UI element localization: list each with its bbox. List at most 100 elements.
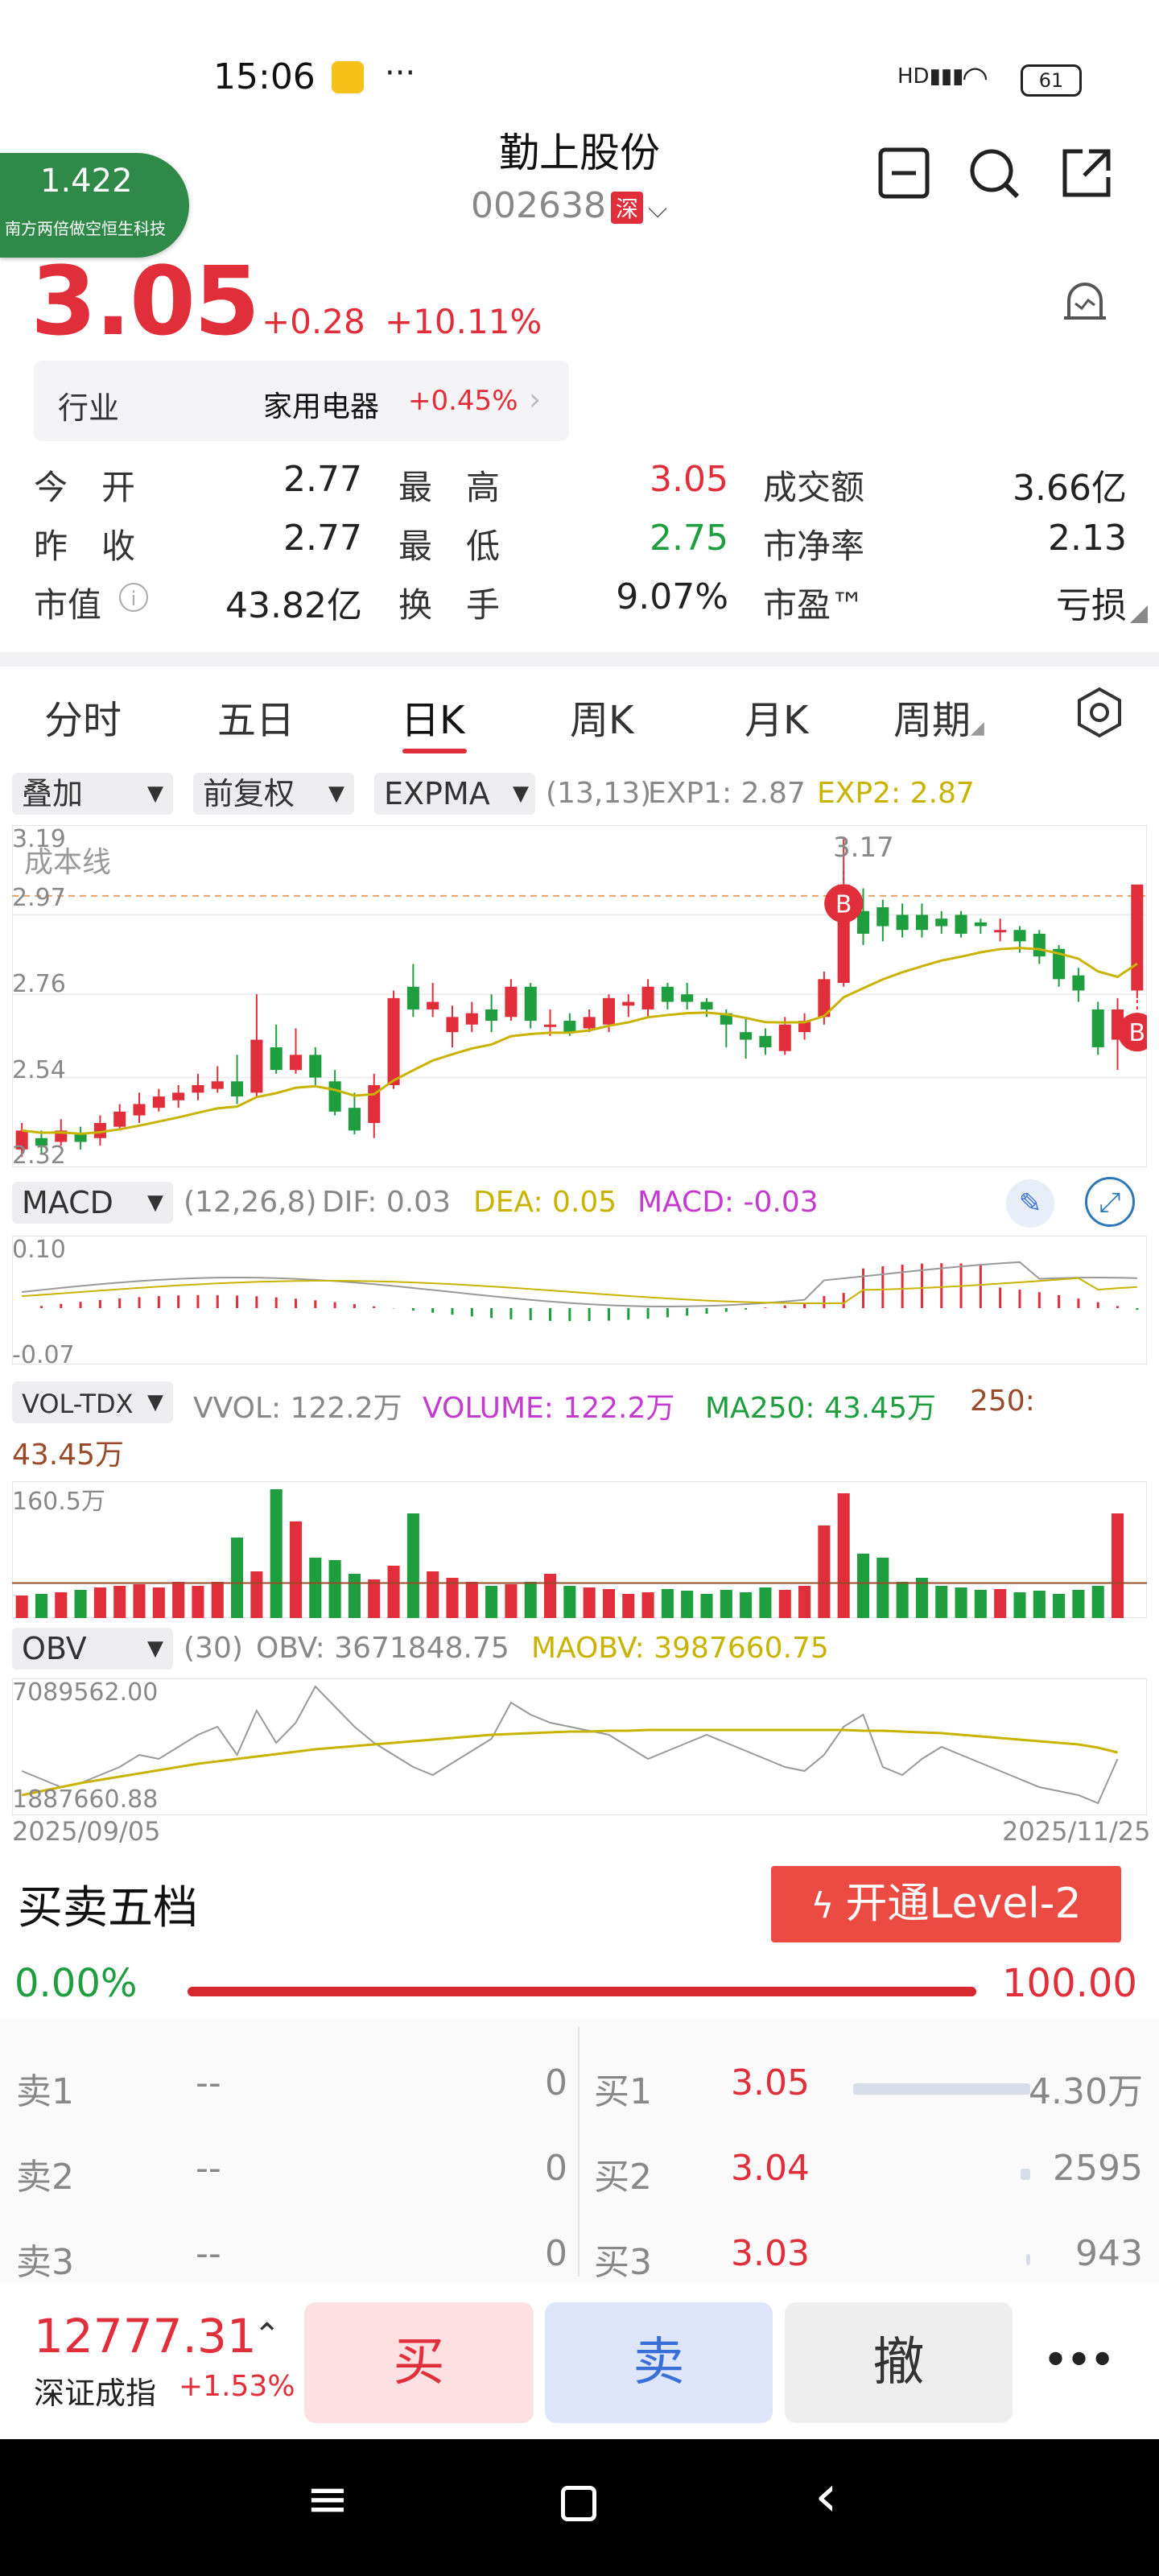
obv-params: (30) (184, 1632, 243, 1665)
candle-body (113, 1111, 126, 1127)
page-title: 勤上股份 (499, 130, 660, 176)
alert-bell-icon[interactable] (1053, 270, 1117, 334)
signal-icon: HD▮▮▮ (897, 64, 964, 89)
quote-label: 换 手 (398, 585, 501, 625)
indicator-dropdown[interactable]: EXPMA ▼ (374, 773, 535, 815)
ratio-right: 100.00 (1002, 1961, 1137, 2006)
settings-icon[interactable] (1073, 686, 1126, 739)
buy-level-label: 买2 (594, 2157, 652, 2198)
volume-chart[interactable] (12, 1481, 1147, 1618)
tab-monthly-k[interactable]: 月K (744, 698, 809, 743)
sell-level-volume: 0 (545, 2233, 567, 2274)
stock-code[interactable]: 002638 深 ⌵ (471, 185, 667, 226)
level2-label: 开通Level-2 (845, 1880, 1082, 1928)
cancel-button[interactable]: 撤 (785, 2302, 1013, 2423)
overlay-label: 叠加 (22, 776, 84, 811)
candle-body (133, 1104, 146, 1116)
index-value[interactable]: 12777.31 (34, 2309, 257, 2363)
candle-body (35, 1137, 48, 1146)
y-tick: 3.19 (12, 825, 66, 853)
volume-bar (602, 1589, 616, 1618)
share-icon[interactable] (1058, 145, 1115, 201)
volume-bar (172, 1582, 185, 1618)
notification-icon (332, 61, 364, 93)
volume-bar (211, 1582, 224, 1618)
candlestick-chart[interactable]: BB (12, 825, 1147, 1167)
sell-level-volume: 0 (545, 2062, 567, 2103)
chevron-up-icon[interactable]: ⌃ (254, 2317, 281, 2354)
volume-bar (250, 1571, 263, 1618)
candle-body (583, 1017, 596, 1029)
volume-bar (700, 1594, 713, 1618)
candle-body (700, 1001, 713, 1009)
volume-bar (231, 1538, 244, 1618)
active-tab-indicator (402, 749, 467, 753)
volume-bar (955, 1587, 967, 1618)
level2-button[interactable]: ϟ 开通Level-2 (771, 1866, 1121, 1942)
status-bar: 15:06 ··· HD▮▮▮ ◠ 61 (0, 0, 1159, 121)
vol-dropdown[interactable]: VOL-TDX ▼ (12, 1381, 173, 1423)
date-end: 2025/11/25 (1002, 1816, 1151, 1847)
candle-body (406, 986, 419, 1009)
quote-value: 3.66亿 (1013, 468, 1127, 509)
home-icon[interactable] (561, 2486, 596, 2521)
candle-body (15, 1130, 28, 1150)
price-change-pct: +10.11% (385, 302, 542, 341)
candle-body (309, 1055, 322, 1078)
search-icon[interactable] (966, 145, 1022, 201)
ratio-left: 0.00% (14, 1961, 138, 2006)
dropdown-arrow-icon: ▼ (147, 782, 163, 806)
minus-box-icon[interactable] (876, 145, 932, 201)
expand-icon[interactable]: ⤢ (1085, 1177, 1135, 1227)
back-nav-icon[interactable]: ‹ (815, 2462, 838, 2529)
dropdown-arrow-icon: ▼ (513, 782, 529, 806)
tab-period[interactable]: 周期◢ (893, 688, 984, 745)
volume-bar (55, 1592, 68, 1618)
tab-five-day[interactable]: 五日 (217, 698, 295, 743)
buy-level-label: 买3 (594, 2242, 652, 2283)
obv-value: OBV: 3671848.75 (256, 1632, 509, 1665)
stock-code-text: 002638 (471, 185, 606, 226)
buy-button[interactable]: 买 (304, 2302, 534, 2423)
buy-level-volume: 943 (1075, 2233, 1143, 2274)
adjust-dropdown[interactable]: 前复权 ▼ (193, 773, 354, 815)
sell-button[interactable]: 卖 (545, 2302, 773, 2423)
obv-dropdown[interactable]: OBV ▼ (12, 1628, 173, 1670)
volume-bar (837, 1493, 850, 1618)
tab-intraday[interactable]: 分时 (44, 698, 122, 743)
maobv-value: MAOBV: 3987660.75 (531, 1632, 829, 1665)
menu-icon[interactable]: ≡ (306, 2470, 349, 2529)
candle-body (505, 986, 518, 1018)
macd-chart[interactable] (12, 1236, 1147, 1364)
volume-bar (915, 1578, 928, 1618)
system-nav-bar: ≡ ‹ (0, 2439, 1159, 2576)
y-tick: 2.32 (12, 1141, 66, 1170)
volume-bar (309, 1558, 322, 1618)
vol-top: 160.5万 (12, 1488, 105, 1516)
info-icon[interactable]: i (119, 583, 148, 612)
volume-bar (563, 1586, 576, 1618)
tab-period-label: 周期 (893, 698, 971, 743)
overlay-dropdown[interactable]: 叠加 ▼ (12, 773, 173, 815)
candle-body (74, 1134, 87, 1142)
obv-chart[interactable] (12, 1678, 1147, 1815)
more-icon[interactable]: ••• (1042, 2334, 1116, 2387)
edit-pencil-icon[interactable]: ✎ (1006, 1179, 1054, 1228)
volume-bar (896, 1582, 909, 1618)
quote-label: 市值 (34, 585, 102, 625)
y-tick: 2.97 (12, 884, 66, 912)
volume-bar (524, 1582, 537, 1618)
industry-label: 行业 (58, 390, 120, 426)
quote-value: 2.77 (283, 518, 362, 559)
tab-daily-k[interactable]: 日K (401, 698, 465, 743)
floating-quote-widget[interactable]: 1.422 南方两倍做空恒生科技 (0, 153, 189, 258)
candle-body (759, 1035, 772, 1047)
volume-bar (289, 1521, 303, 1618)
current-price: 3.05 (31, 246, 260, 357)
macd-dropdown[interactable]: MACD ▼ (12, 1182, 173, 1224)
industry-row[interactable]: 行业 家用电器 +0.45% › (34, 361, 569, 441)
volume-bar (935, 1586, 948, 1618)
tab-weekly-k[interactable]: 周K (570, 698, 634, 743)
expand-corner-icon[interactable] (1130, 605, 1148, 623)
volume-bar (641, 1592, 654, 1618)
